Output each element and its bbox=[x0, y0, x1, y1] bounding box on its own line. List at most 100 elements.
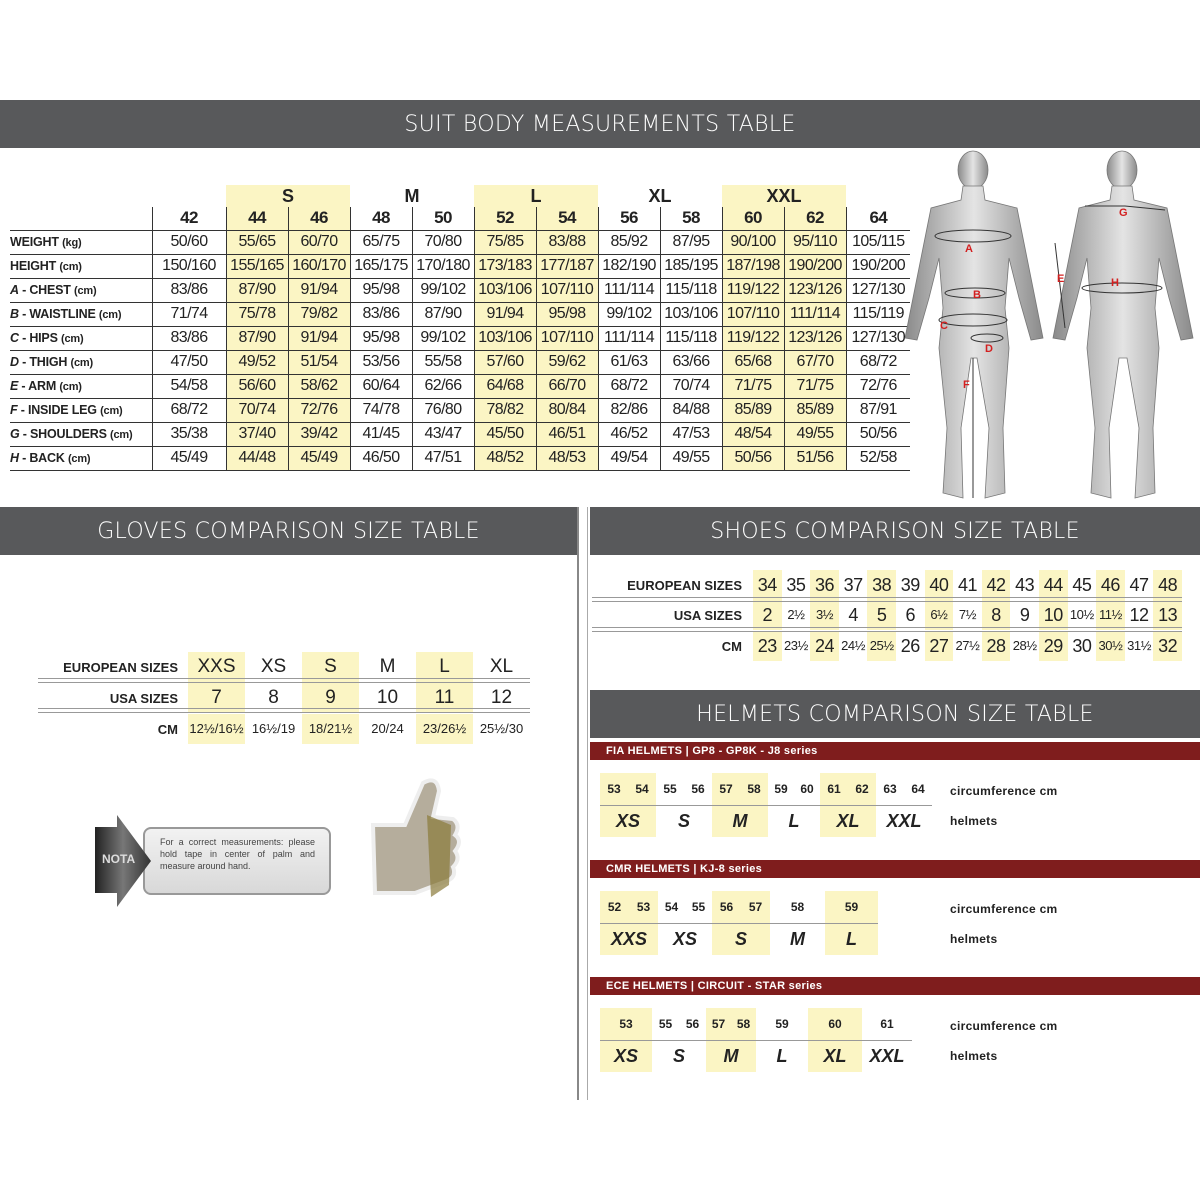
measurement-cell: 61/63 bbox=[597, 350, 661, 375]
helmet-size-group: 59 60 L bbox=[768, 773, 820, 837]
measurement-cell: 123/126 bbox=[783, 278, 847, 303]
shoe-size-cell: 5 bbox=[867, 600, 896, 630]
table-row: A - CHEST (cm) 83/86 87/90 91/94 95/98 99/102… bbox=[10, 278, 911, 303]
row-name: - CHEST bbox=[18, 282, 71, 297]
row-letter: G bbox=[10, 426, 20, 441]
helmet-size-label: XL bbox=[836, 811, 860, 831]
measurement-cell: 75/85 bbox=[473, 230, 537, 255]
gloves-size-cell: 20/24 bbox=[371, 721, 404, 736]
measurement-cell: 65/68 bbox=[721, 350, 785, 375]
measurement-cell: 111/114 bbox=[783, 302, 847, 327]
circumference-values: 59 60 bbox=[768, 773, 820, 806]
figure-letter-g: G bbox=[1119, 207, 1128, 219]
shoe-size-cell: 38 bbox=[867, 570, 896, 600]
row-letter: D bbox=[10, 354, 19, 369]
measurement-cell: 87/95 bbox=[659, 230, 723, 255]
empty-cell bbox=[846, 185, 910, 207]
measurement-cell: 190/200 bbox=[845, 254, 911, 279]
measurement-cell: 45/50 bbox=[473, 422, 537, 447]
measurement-cell: 75/78 bbox=[225, 302, 288, 327]
circumference-values: 55 56 bbox=[652, 1008, 706, 1041]
gloves-size-cell: XXS bbox=[188, 652, 245, 682]
circumference-values: 57 58 bbox=[706, 1008, 756, 1041]
shoe-size-cell: 24½ bbox=[841, 638, 865, 653]
row-unit: (cm) bbox=[59, 260, 82, 273]
size-group-row: S M L XL XXL bbox=[10, 185, 910, 207]
measurement-cell: 115/119 bbox=[845, 302, 911, 327]
measurement-cell: 59/62 bbox=[535, 350, 599, 375]
circumference-values: 63 64 bbox=[876, 773, 932, 806]
measurement-cell: 115/118 bbox=[659, 326, 723, 351]
circumference-cell: 54 bbox=[664, 900, 679, 914]
measurement-cell: 103/106 bbox=[473, 278, 537, 303]
helmet-size-label: S bbox=[734, 929, 747, 949]
shoe-size-cell: 12 bbox=[1129, 605, 1150, 625]
size-group-label: S bbox=[226, 185, 351, 207]
measurement-cell: 39/42 bbox=[287, 422, 351, 447]
helmet-size-label: M bbox=[723, 1046, 739, 1066]
row-label: B - WAISTLINE (cm) bbox=[10, 302, 152, 327]
helmet-size-label: L bbox=[846, 929, 857, 949]
shoe-size-cell: 13 bbox=[1153, 600, 1182, 630]
measurement-cell: 99/102 bbox=[597, 302, 661, 327]
helmet-size-group: 57 58 M bbox=[706, 1008, 756, 1072]
circumference-cell: 60 bbox=[800, 782, 814, 796]
measurement-cell: 51/54 bbox=[287, 350, 351, 375]
measurement-cell: 70/74 bbox=[225, 398, 288, 423]
size-header: 44 bbox=[225, 207, 288, 231]
empty-cell bbox=[10, 185, 152, 207]
helmet-size-label: XL bbox=[823, 1046, 847, 1066]
measurement-cell: 68/72 bbox=[151, 398, 226, 423]
measurement-cell: 50/60 bbox=[151, 230, 226, 255]
measurement-cell: 70/74 bbox=[659, 374, 723, 399]
row-name: - HIPS bbox=[18, 330, 58, 345]
row-letter: H bbox=[10, 450, 19, 465]
helmet-size-label: S bbox=[677, 811, 690, 831]
shoe-size-cell: 48 bbox=[1153, 570, 1182, 600]
gloves-size-cell: 25½/30 bbox=[479, 721, 524, 736]
measurement-cell: 63/66 bbox=[659, 350, 723, 375]
table-row: H - BACK (cm) 45/49 44/48 45/49 46/50 47/51 48… bbox=[10, 446, 911, 471]
circumference-cell: 61 bbox=[827, 782, 841, 796]
measurement-cell: 85/89 bbox=[721, 398, 785, 423]
measurement-cell: 44/48 bbox=[225, 446, 288, 471]
circumference-cell: 53 bbox=[636, 900, 651, 914]
figure-letter-a: A bbox=[965, 243, 973, 255]
measurement-cell: 76/80 bbox=[411, 398, 475, 423]
row-unit: (cm) bbox=[100, 404, 123, 417]
shoe-size-cell: 39 bbox=[900, 575, 921, 595]
size-group-label: L bbox=[474, 185, 599, 207]
measurement-cell: 72/76 bbox=[845, 374, 911, 399]
measurement-cell: 49/55 bbox=[659, 446, 723, 471]
helmet-size-group: 53 XS bbox=[600, 1008, 652, 1072]
helmet-size-groups: 53 XS 55 56 S 57 58 M 59 L 60 XL 61 XXL bbox=[600, 1008, 912, 1072]
gloves-row: CM 12½/16½ 16½/19 18/21½ 20/24 23/26½ 25½/30 bbox=[30, 714, 530, 744]
measurement-cell: 165/175 bbox=[349, 254, 413, 279]
size-header: 52 bbox=[473, 207, 537, 231]
figure-letter-h: H bbox=[1111, 277, 1119, 289]
measurement-cell: 82/86 bbox=[597, 398, 661, 423]
row-letter: B bbox=[10, 306, 19, 321]
measurement-cell: 111/114 bbox=[597, 278, 661, 303]
helmet-size-group: 56 57 S bbox=[712, 891, 770, 955]
helmet-series-bar: ECE HELMETS | CIRCUIT - STAR series bbox=[590, 977, 1200, 995]
row-name: - INSIDE LEG bbox=[17, 402, 97, 417]
helmets-label: helmets bbox=[950, 1049, 998, 1063]
table-row: D - THIGH (cm) 47/50 49/52 51/54 53/56 55/58 5… bbox=[10, 350, 911, 375]
shoe-size-cell: 10 bbox=[1038, 600, 1068, 630]
row-label: WEIGHT (kg) bbox=[10, 230, 152, 255]
helmet-size-group: 59 L bbox=[756, 1008, 808, 1072]
helmet-size-label: L bbox=[776, 1046, 788, 1066]
measurement-cell: 55/58 bbox=[411, 350, 475, 375]
measurement-cell: 123/126 bbox=[783, 326, 847, 351]
measurement-cell: 49/55 bbox=[783, 422, 847, 447]
table-row: WEIGHT (kg) 50/60 55/65 60/70 65/75 70/80 75/8… bbox=[10, 230, 911, 255]
gloves-size-cell: 18/21½ bbox=[302, 714, 359, 744]
helmet-size-group: 59 L bbox=[825, 891, 878, 955]
figure-letter-d: D bbox=[985, 343, 993, 355]
shoe-size-cell: 25½ bbox=[867, 631, 896, 661]
size-header: 58 bbox=[659, 207, 723, 231]
size-header: 64 bbox=[845, 207, 911, 231]
circumference-cell: 59 bbox=[774, 782, 788, 796]
